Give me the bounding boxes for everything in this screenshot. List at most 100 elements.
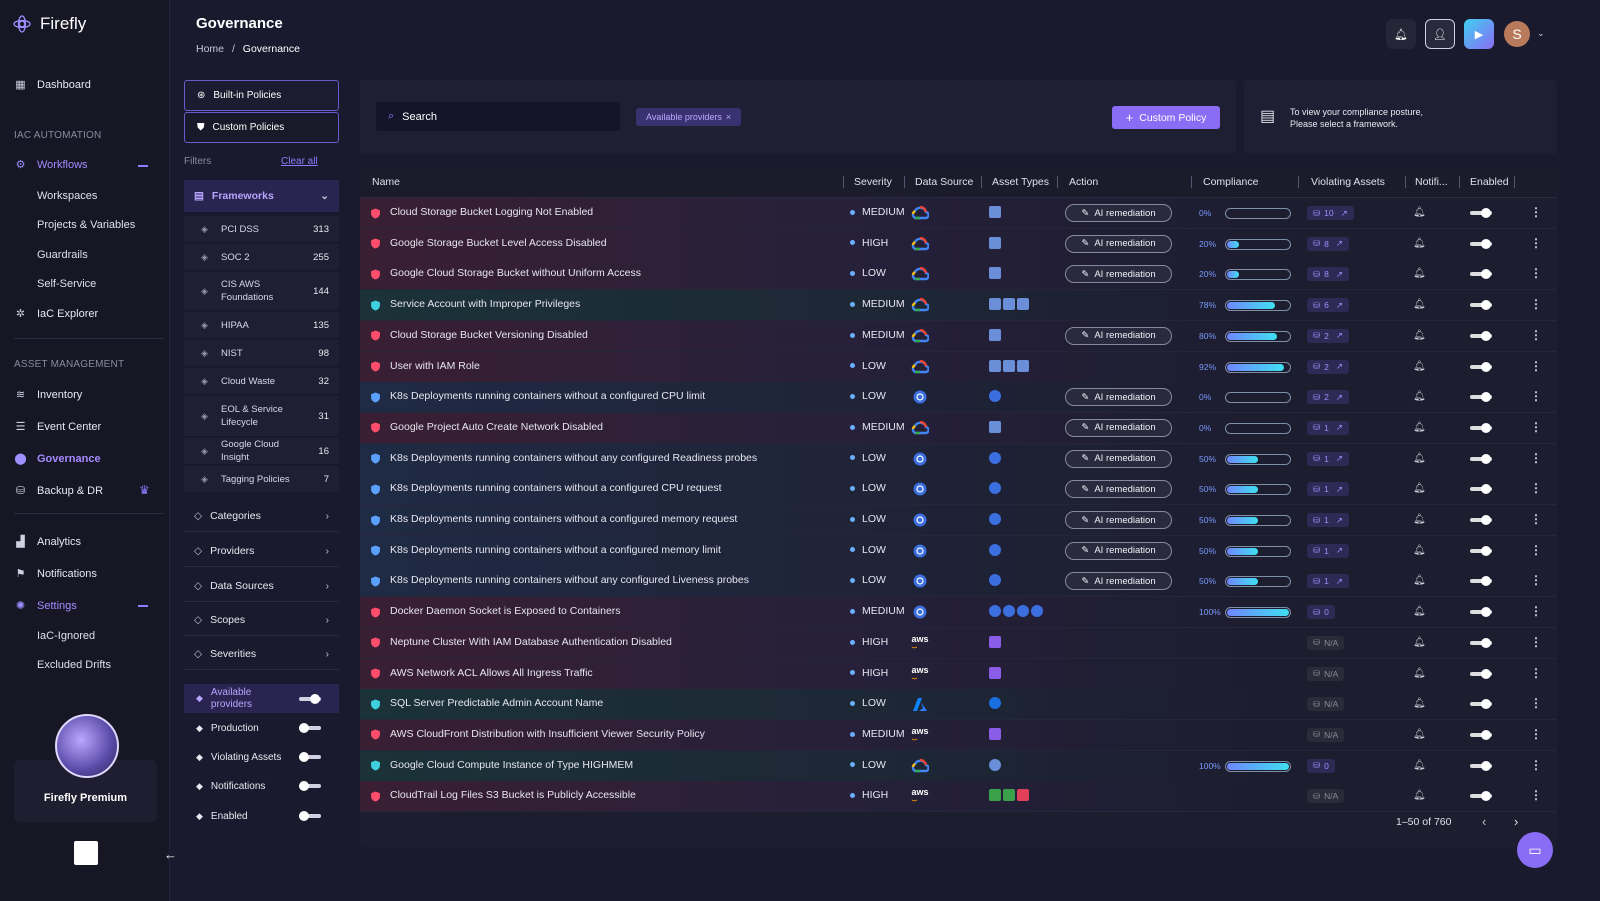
filter-section-providers[interactable]: ◇ Providers ›: [184, 535, 339, 567]
filter-toggle-production[interactable]: ◆ Production: [184, 714, 339, 742]
row-menu-icon[interactable]: ⋮: [1530, 665, 1542, 680]
policy-name[interactable]: User with IAM Role: [390, 359, 480, 372]
nav-governance[interactable]: ⬤ Governance: [14, 452, 100, 466]
nav-notifications[interactable]: ⚑ Notifications: [14, 567, 97, 581]
table-row[interactable]: K8s Deployments running containers witho…: [360, 474, 1557, 506]
table-row[interactable]: Google Project Auto Create Network Disab…: [360, 412, 1557, 444]
violating-assets-badge[interactable]: ⛁ 8 ↗: [1307, 267, 1349, 282]
collapse-workflows-icon[interactable]: [138, 165, 148, 167]
notification-bell-icon[interactable]: 🔔︎: [1413, 207, 1426, 218]
row-menu-icon[interactable]: ⋮: [1530, 696, 1542, 711]
framework-item[interactable]: ◈ NIST 98: [184, 340, 339, 367]
table-row[interactable]: K8s Deployments running containers witho…: [360, 443, 1557, 475]
nav-projects-variables[interactable]: Projects & Variables: [37, 219, 136, 231]
policy-name[interactable]: Google Cloud Storage Bucket without Unif…: [390, 267, 641, 280]
play-button[interactable]: ▶: [1464, 19, 1494, 49]
table-row[interactable]: Cloud Storage Bucket Versioning Disabled…: [360, 320, 1557, 352]
table-row[interactable]: K8s Deployments running containers witho…: [360, 505, 1557, 536]
violating-assets-badge[interactable]: ⛁ 2 ↗: [1307, 390, 1349, 405]
custom-policies-button[interactable]: ⛊ Custom Policies: [184, 112, 339, 143]
row-menu-icon[interactable]: ⋮: [1530, 542, 1542, 557]
row-menu-icon[interactable]: ⋮: [1530, 235, 1542, 250]
violating-assets-badge[interactable]: ⛁ 1 ↗: [1307, 513, 1349, 527]
table-row[interactable]: SQL Server Predictable Admin Account Nam…: [360, 689, 1557, 721]
violating-assets-badge[interactable]: ⛁ 1 ↗: [1307, 482, 1349, 497]
violating-assets-badge[interactable]: ⛁ N/A: [1307, 789, 1345, 804]
violating-assets-badge[interactable]: ⛁ 2 ↗: [1307, 328, 1349, 343]
filter-section-severities[interactable]: ◇ Severities ›: [184, 638, 339, 670]
notification-bell-icon[interactable]: 🔔︎: [1413, 360, 1426, 372]
policy-name[interactable]: K8s Deployments running containers witho…: [390, 482, 722, 495]
notification-bell-icon[interactable]: 🔔︎: [1413, 514, 1426, 525]
notification-bell-icon[interactable]: 🔔︎: [1413, 237, 1426, 249]
toggle-switch[interactable]: [299, 693, 321, 704]
row-menu-icon[interactable]: ⋮: [1530, 205, 1542, 219]
chat-support-button[interactable]: ▭: [1517, 832, 1553, 868]
toggle-switch[interactable]: [299, 723, 321, 733]
avatar[interactable]: S: [1504, 21, 1530, 47]
next-page-icon[interactable]: ›: [1514, 814, 1519, 829]
row-menu-icon[interactable]: ⋮: [1530, 297, 1542, 312]
search-input[interactable]: ⌕ Search: [376, 102, 620, 131]
notification-bell-icon[interactable]: 🔔︎: [1413, 299, 1426, 311]
org-logo[interactable]: [74, 841, 98, 865]
external-link-icon[interactable]: ↗: [1335, 268, 1343, 279]
table-row[interactable]: Google Cloud Compute Instance of Type HI…: [360, 750, 1557, 782]
table-row[interactable]: K8s Deployments running containers witho…: [360, 382, 1557, 414]
violating-assets-badge[interactable]: ⛁ 1 ↗: [1307, 574, 1349, 589]
builtin-policies-button[interactable]: ⊛ Built-in Policies: [184, 80, 339, 111]
col-compliance[interactable]: Compliance: [1203, 176, 1259, 188]
col-action[interactable]: Action: [1069, 176, 1099, 188]
filter-toggle-enabled[interactable]: ◆ Enabled: [184, 802, 339, 830]
nav-workspaces[interactable]: Workspaces: [37, 190, 98, 202]
enabled-toggle[interactable]: [1470, 330, 1492, 341]
notification-bell-icon[interactable]: 🔔︎: [1413, 606, 1426, 618]
notification-bell-icon[interactable]: 🔔︎: [1413, 268, 1426, 280]
notification-bell-icon[interactable]: 🔔︎: [1413, 329, 1426, 341]
filter-toggle-available-providers[interactable]: ◆ Available providers: [184, 684, 339, 713]
policy-name[interactable]: SQL Server Predictable Admin Account Nam…: [390, 697, 604, 710]
nav-iac-explorer[interactable]: ✲ IaC Explorer: [14, 307, 98, 321]
policy-name[interactable]: Neptune Cluster With IAM Database Authen…: [390, 635, 672, 648]
framework-item[interactable]: ◈ HIPAA 135: [184, 312, 339, 339]
policy-name[interactable]: Cloud Storage Bucket Versioning Disabled: [390, 328, 588, 341]
framework-item[interactable]: ◈ Tagging Policies 7: [184, 466, 339, 493]
notification-bell-icon[interactable]: 🔔︎: [1413, 636, 1426, 648]
bell-button[interactable]: 🔔︎: [1386, 19, 1416, 49]
nav-analytics[interactable]: ▟ Analytics: [14, 535, 81, 549]
violating-assets-badge[interactable]: ⛁ N/A: [1307, 635, 1345, 650]
ai-remediation-button[interactable]: ✎ AI remediation: [1065, 541, 1172, 560]
policy-name[interactable]: AWS CloudFront Distribution with Insuffi…: [390, 727, 705, 740]
external-link-icon[interactable]: ↗: [1335, 391, 1343, 402]
framework-item[interactable]: ◈ Cloud Waste 32: [184, 368, 339, 395]
prev-page-icon[interactable]: ‹: [1482, 814, 1487, 829]
nav-event-center[interactable]: ☰ Event Center: [14, 420, 102, 434]
table-row[interactable]: Docker Daemon Socket is Exposed to Conta…: [360, 597, 1557, 629]
nav-backup[interactable]: ⛁ Backup & DR: [14, 484, 103, 498]
framework-item[interactable]: ◈ SOC 2 255: [184, 244, 339, 271]
ai-remediation-button[interactable]: ✎ AI remediation: [1065, 326, 1172, 345]
framework-item[interactable]: ◈ EOL & Service Lifecycle 31: [184, 396, 339, 437]
notification-bell-icon[interactable]: 🔔︎: [1413, 790, 1426, 802]
toggle-switch[interactable]: [299, 811, 321, 821]
policy-name[interactable]: AWS Network ACL Allows All Ingress Traff…: [390, 666, 593, 679]
nav-workflows[interactable]: ⚙ Workflows: [14, 158, 88, 172]
policy-name[interactable]: K8s Deployments running containers witho…: [390, 543, 721, 556]
framework-item[interactable]: ◈ Google Cloud Insight 16: [184, 438, 339, 465]
external-link-icon[interactable]: ↗: [1335, 514, 1343, 525]
enabled-toggle[interactable]: [1470, 392, 1492, 403]
policy-name[interactable]: Cloud Storage Bucket Logging Not Enabled: [390, 206, 594, 218]
table-row[interactable]: K8s Deployments running containers witho…: [360, 535, 1557, 567]
nav-guardrails[interactable]: Guardrails: [37, 249, 88, 261]
violating-assets-badge[interactable]: ⛁ N/A: [1307, 666, 1345, 681]
row-menu-icon[interactable]: ⋮: [1530, 604, 1542, 619]
external-link-icon[interactable]: ↗: [1335, 330, 1343, 341]
ai-remediation-button[interactable]: ✎ AI remediation: [1065, 480, 1172, 499]
policy-name[interactable]: Google Cloud Compute Instance of Type HI…: [390, 758, 634, 771]
invite-user-button[interactable]: 👤︎: [1425, 19, 1455, 49]
violating-assets-badge[interactable]: ⛁ 2 ↗: [1307, 359, 1349, 374]
policy-name[interactable]: K8s Deployments running containers witho…: [390, 574, 749, 587]
nav-excluded-drifts[interactable]: Excluded Drifts: [37, 659, 111, 671]
ai-remediation-button[interactable]: ✎ AI remediation: [1065, 511, 1172, 529]
table-row[interactable]: Neptune Cluster With IAM Database Authen…: [360, 627, 1557, 659]
